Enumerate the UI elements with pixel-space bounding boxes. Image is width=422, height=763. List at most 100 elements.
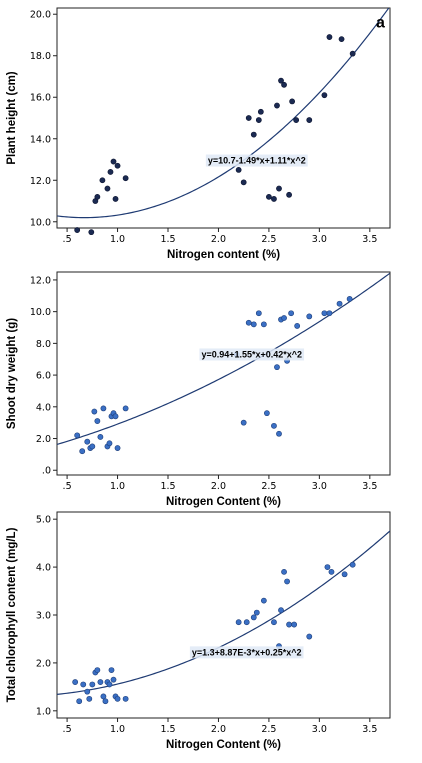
fit-equation-label: y=10.7-1.49*x+1.11*x^2 xyxy=(208,156,306,166)
y-tick-label: 10.0 xyxy=(30,307,51,318)
data-point xyxy=(260,597,267,604)
data-point xyxy=(100,405,107,412)
y-tick-label: 14.0 xyxy=(30,134,51,145)
data-point xyxy=(80,681,87,688)
data-point xyxy=(99,177,106,184)
data-point xyxy=(289,98,296,105)
y-tick-label: 20.0 xyxy=(30,10,51,21)
fit-equation-label: y=1.3+8.87E-3*x+0.25*x^2 xyxy=(192,647,302,657)
data-point xyxy=(271,196,277,202)
data-point xyxy=(286,191,292,198)
data-point xyxy=(260,321,267,328)
data-point xyxy=(346,296,353,302)
data-point xyxy=(281,315,287,321)
data-point xyxy=(253,609,260,616)
data-point xyxy=(274,364,280,371)
data-point xyxy=(321,92,328,99)
x-tick-label: 2.5 xyxy=(261,481,276,492)
data-point xyxy=(274,102,280,109)
x-tick-label: 3.0 xyxy=(312,724,327,735)
y-tick-label: 1.0 xyxy=(36,706,51,717)
x-tick-label: 3.5 xyxy=(362,724,377,735)
data-point xyxy=(271,422,277,429)
data-point xyxy=(76,698,83,705)
y-tick-label: 2.0 xyxy=(36,434,51,445)
fit-curve xyxy=(57,8,390,219)
data-point xyxy=(100,693,107,700)
data-point xyxy=(245,319,252,326)
data-point xyxy=(84,438,91,445)
x-tick-label: 3.5 xyxy=(362,481,377,492)
data-point xyxy=(281,81,287,88)
x-tick-label: 2.0 xyxy=(211,724,226,735)
x-tick-label: 2.5 xyxy=(261,724,276,735)
data-point xyxy=(97,434,104,440)
data-point xyxy=(74,227,81,233)
data-point xyxy=(102,698,109,705)
panel-label: a xyxy=(376,15,385,32)
data-point xyxy=(91,408,98,415)
data-point xyxy=(288,310,295,317)
plot-frame xyxy=(56,7,391,229)
x-tick-label: 3.5 xyxy=(362,234,377,245)
data-point xyxy=(86,695,93,702)
data-point xyxy=(250,131,257,138)
x-tick-label: 3.0 xyxy=(312,234,327,245)
fit-equation-background xyxy=(189,646,304,659)
data-point xyxy=(349,50,356,57)
chart-panel-plant-height: .5 1.0 1.5 2.0 2.5 3.0 3.5 10.0 12.0 14.0 16.0 18.0… xyxy=(6,7,391,261)
y-tick-label: 3.0 xyxy=(36,611,51,622)
data-point xyxy=(294,323,301,329)
data-point xyxy=(250,614,257,621)
data-point xyxy=(122,405,129,412)
data-point xyxy=(293,117,300,123)
chart-panel-total-chlorophyll: .5 1.0 1.5 2.0 2.5 3.0 3.5 1.0 2.0 3.0 4.0 5.0 Nitro… xyxy=(6,511,391,751)
x-tick-label: 2.0 xyxy=(211,234,226,245)
data-point xyxy=(276,430,282,437)
data-point xyxy=(243,619,250,626)
data-point xyxy=(104,185,111,192)
data-point xyxy=(240,419,247,426)
data-point xyxy=(97,679,104,685)
x-tick-label: 1.5 xyxy=(160,724,175,735)
y-tick-label: 16.0 xyxy=(30,93,51,104)
data-point xyxy=(107,169,114,175)
x-tick-label: 3.0 xyxy=(312,481,327,492)
data-point xyxy=(266,193,272,200)
x-tick-label: 2.0 xyxy=(211,481,226,492)
data-point xyxy=(112,196,119,202)
x-tick-label: .5 xyxy=(63,234,72,245)
data-point xyxy=(89,681,96,688)
data-point xyxy=(306,313,313,320)
data-point xyxy=(122,695,129,702)
fit-curve xyxy=(57,530,390,695)
data-point xyxy=(257,108,264,115)
x-tick-label: 1.0 xyxy=(110,234,125,245)
x-tick-label: 1.0 xyxy=(110,481,125,492)
data-point xyxy=(281,568,287,575)
data-point xyxy=(79,448,86,455)
fit-equation-label: y=0.94+1.55*x+0.42*x^2 xyxy=(201,349,302,359)
data-point xyxy=(106,681,113,688)
data-point xyxy=(114,695,121,702)
data-point xyxy=(74,432,81,439)
y-tick-label: 18.0 xyxy=(30,51,51,62)
data-point xyxy=(108,667,115,673)
chart-panel-shoot-dry-weight: .5 1.0 1.5 2.0 2.5 3.0 3.5 .0 2.0 4.0 6.0 8.0 10.0 12… xyxy=(6,271,391,508)
data-point xyxy=(271,619,277,626)
data-point xyxy=(94,193,101,200)
data-point xyxy=(255,117,262,123)
data-point xyxy=(122,175,129,182)
data-point xyxy=(114,162,121,169)
x-axis-title: Nitrogen content (%) xyxy=(167,249,280,261)
data-point xyxy=(338,36,345,43)
y-axis-title: Shoot dry weight (g) xyxy=(6,318,18,429)
x-tick-label: .5 xyxy=(63,724,72,735)
data-point xyxy=(106,440,113,447)
x-axis-title: Nitrogen Content (%) xyxy=(166,739,281,751)
data-point xyxy=(94,667,101,673)
fit-equation-background xyxy=(199,348,305,361)
data-point xyxy=(94,418,101,424)
data-point xyxy=(255,310,262,317)
